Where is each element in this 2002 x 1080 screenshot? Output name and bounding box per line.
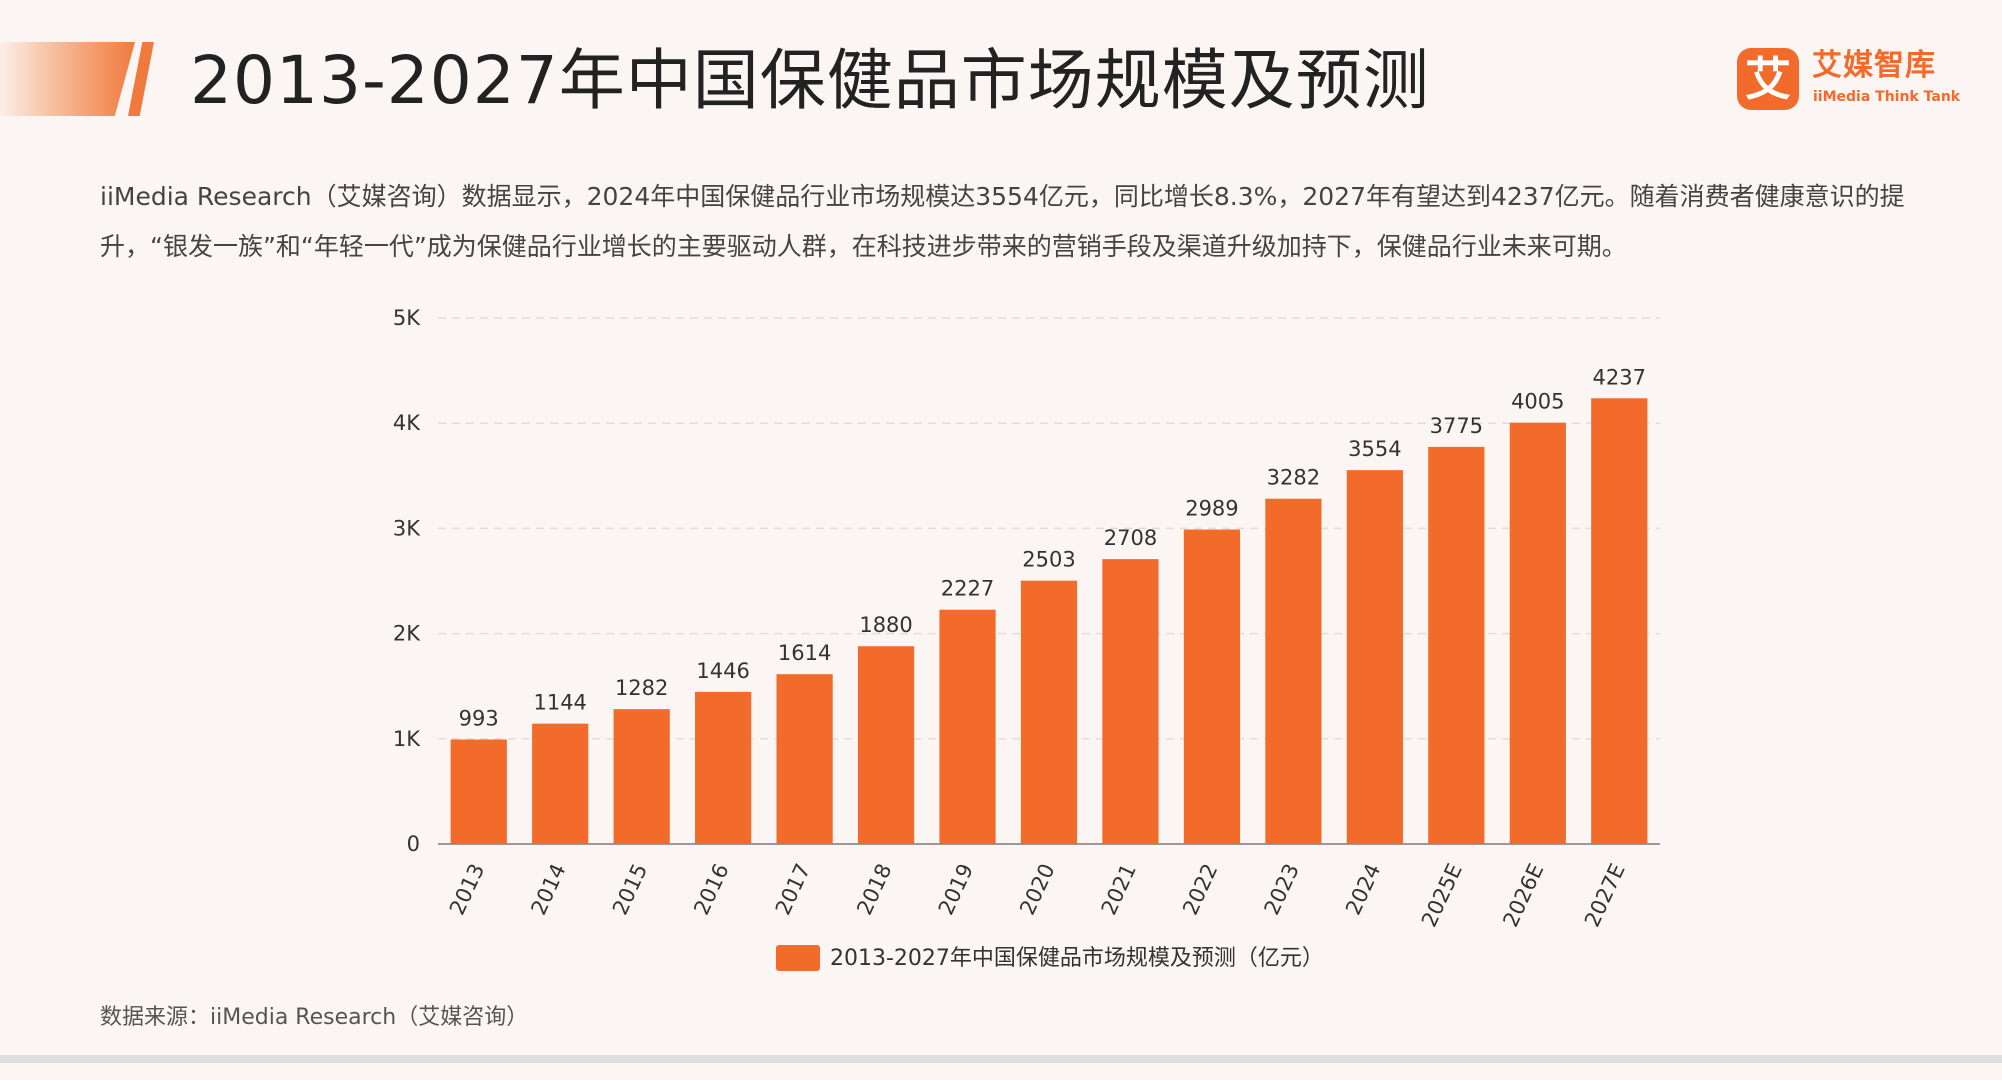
data-source-note: 数据来源：iiMedia Research（艾媒咨询） — [100, 1005, 529, 1030]
x-tick-label: 2022 — [1178, 860, 1222, 919]
logo-mark-icon: 艾 — [1737, 48, 1799, 110]
x-tick-label: 2014 — [526, 860, 570, 919]
bar-2024 — [1346, 470, 1403, 844]
x-tick-label: 2020 — [1015, 860, 1059, 919]
bar-value-label: 4237 — [1593, 365, 1646, 389]
x-tick-label: 2016 — [689, 860, 733, 919]
legend-swatch — [776, 945, 820, 971]
logo-chinese-name: 艾媒智库 — [1812, 48, 1936, 83]
bar-2015 — [613, 709, 670, 844]
chart-legend: 2013-2027年中国保健品市场规模及预测（亿元） — [776, 945, 1324, 971]
x-tick-label: 2023 — [1260, 860, 1304, 919]
bar-value-label: 2503 — [1022, 548, 1075, 572]
chart-bars: 993 1144 1282 1446 1614 1880 2227 2503 2708 2989 3… — [450, 365, 1648, 844]
x-tick-label: 2015 — [608, 860, 652, 919]
x-tick-label: 2017 — [771, 860, 815, 919]
bar-value-label: 1614 — [778, 641, 831, 665]
bar-2026E — [1509, 422, 1566, 844]
bar-2023 — [1265, 498, 1322, 844]
bar-value-label: 3282 — [1267, 466, 1320, 490]
y-tick-label: 3K — [393, 516, 421, 540]
y-tick-label: 2K — [393, 622, 421, 646]
x-tick-label: 2021 — [1097, 860, 1141, 919]
y-tick-label: 4K — [393, 411, 421, 435]
bar-value-label: 1880 — [859, 613, 912, 637]
title-accent-bar — [0, 42, 135, 116]
logo-english-name: iiMedia Think Tank — [1813, 89, 1961, 105]
bar-2014 — [532, 723, 589, 844]
bar-value-label: 1446 — [696, 659, 749, 683]
bottom-divider — [0, 1055, 2002, 1063]
x-tick-label: 2019 — [934, 860, 978, 919]
bar-2018 — [857, 646, 915, 844]
bar-value-label: 4005 — [1511, 390, 1564, 414]
bar-value-label: 2227 — [941, 577, 994, 601]
brand-logo: 艾 艾媒智库 iiMedia Think Tank — [1737, 44, 1960, 116]
legend-label: 2013-2027年中国保健品市场规模及预测（亿元） — [830, 946, 1324, 971]
bar-value-label: 993 — [459, 707, 499, 731]
bar-2019 — [939, 609, 996, 844]
page-title: 2013-2027年中国保健品市场规模及预测 — [190, 42, 1430, 119]
y-tick-label: 1K — [393, 727, 421, 751]
bar-value-label: 2708 — [1104, 526, 1157, 550]
x-tick-label: 2026E — [1498, 860, 1548, 931]
bar-value-label: 3554 — [1348, 437, 1401, 461]
bar-value-label: 1282 — [615, 676, 668, 700]
bar-value-label: 1144 — [533, 691, 586, 715]
description-text: iiMedia Research（艾媒咨询）数据显示，2024年中国保健品行业市… — [100, 182, 1905, 261]
x-tick-label: 2025E — [1417, 860, 1467, 931]
bar-2013 — [450, 739, 507, 844]
x-tick-label: 2013 — [445, 860, 489, 919]
bar-2017 — [776, 674, 833, 844]
x-tick-label: 2024 — [1341, 860, 1385, 919]
x-tick-label: 2018 — [852, 860, 896, 919]
y-tick-label: 0 — [407, 832, 420, 856]
bar-2027E — [1591, 398, 1648, 844]
bar-value-label: 2989 — [1185, 497, 1238, 521]
y-tick-label: 5K — [393, 306, 421, 330]
bar-2020 — [1020, 580, 1078, 844]
bar-2025E — [1428, 446, 1485, 844]
bar-2016 — [695, 691, 752, 844]
bar-2022 — [1183, 529, 1241, 844]
bar-2021 — [1102, 559, 1159, 844]
x-tick-label: 2027E — [1580, 860, 1630, 931]
bar-value-label: 3775 — [1430, 414, 1483, 438]
